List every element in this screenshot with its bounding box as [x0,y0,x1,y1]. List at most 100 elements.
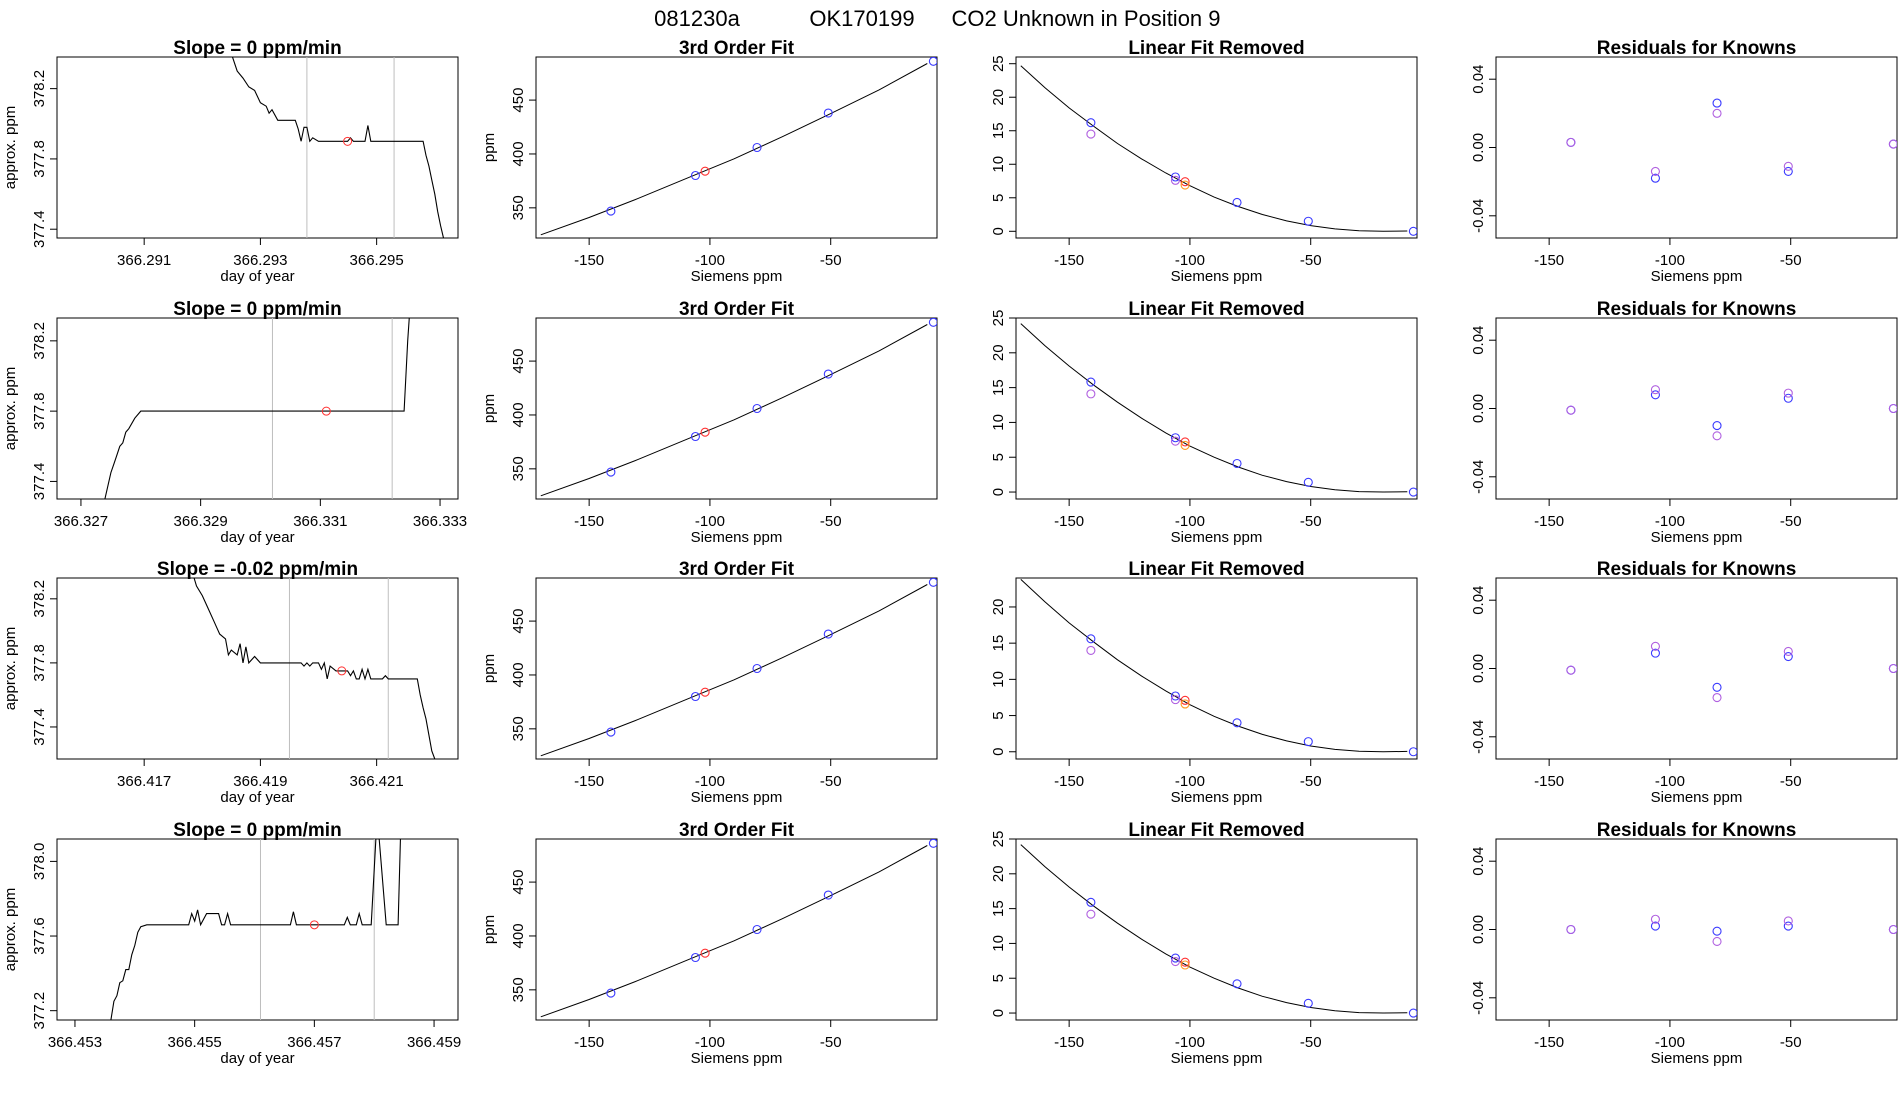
x-tick-label: 366.417 [117,773,171,790]
data-point-violet [1086,645,1096,655]
data-point-blue [1650,921,1660,931]
x-tick-label: 366.453 [48,1034,102,1051]
data-point-blue [1650,390,1660,400]
y-tick-label: 0.04 [1470,586,1487,615]
y-tick-label: 0.04 [1470,65,1487,94]
x-tick-label: 366.331 [293,513,347,530]
figure-title-run: 081230a [654,6,740,31]
x-axis-label: Siemens ppm [1651,268,1743,285]
data-point-blue [1712,926,1722,936]
y-tick-label: 20 [990,599,1007,616]
y-axis-label: ppm [481,915,498,944]
panel-title: Slope = -0.02 ppm/min [157,559,358,580]
data-point-blue [823,890,833,900]
y-tick-label: 20 [990,344,1007,361]
y-tick-label: 0.00 [1470,133,1487,162]
plot-frame [1495,317,1898,500]
plot-frame [535,577,938,760]
x-tick-label: 366.459 [407,1034,461,1051]
y-tick-label: 377.6 [31,917,48,955]
plot-area [110,839,401,1020]
x-tick-label: -50 [820,773,842,790]
x-tick-label: -150 [574,1034,604,1051]
data-point-violet [1783,646,1793,656]
fit-curve-line [540,845,928,1018]
y-tick-label: 378.2 [31,322,48,360]
panel-grid: Slope = 0 ppm/min 366.291 366.293 366.295 da… [2,38,1898,1067]
x-axis-label: Siemens ppm [1171,1050,1263,1067]
data-point-violet [1650,641,1660,651]
data-point-violet [1650,914,1660,924]
ppm-trace-line [110,839,401,1020]
y-axis-label: approx. ppm [2,106,19,189]
x-tick-label: -150 [574,513,604,530]
data-point-blue [1232,979,1242,989]
figure-title: 081230a OK170199 CO2 Unknown in Position… [654,6,1220,31]
data-point-blue [1783,393,1793,403]
data-point-violet [1086,909,1096,919]
x-tick-label: -50 [1300,1034,1322,1051]
data-point-blue [752,142,762,153]
data-point-blue [1408,226,1417,236]
y-tick-label: -0.04 [1470,460,1487,494]
figure-title-sample: OK170199 [809,6,914,31]
y-tick-label: 377.4 [31,210,48,248]
data-point-violet [1888,139,1897,149]
x-tick-label: 366.327 [54,513,108,530]
data-point-blue [1712,682,1722,692]
x-tick-label: 366.419 [233,773,287,790]
panel-title: 3rd Order Fit [679,299,795,320]
y-tick-label: 450 [510,609,527,634]
data-point-blue [1408,1008,1417,1018]
plot-frame [1015,317,1418,500]
y-tick-label: 0 [990,488,1007,496]
sample-mean-point [343,136,353,146]
y-tick-label: 350 [510,977,527,1002]
plot-area [104,318,410,499]
data-point-red [700,948,710,958]
data-point-red [700,166,710,176]
y-tick-label: 15 [990,635,1007,652]
y-axis-label: ppm [481,654,498,683]
plot-area [540,318,937,497]
x-tick-label: -150 [1054,252,1084,269]
data-point-blue [928,57,937,66]
y-tick-label: 377.8 [31,140,48,178]
x-axis-label: Siemens ppm [1651,529,1743,546]
data-point-blue [1650,648,1660,658]
x-tick-label: -50 [1780,1034,1802,1051]
data-point-red [1180,957,1190,967]
plot-area [540,57,937,236]
data-point-violet [1650,385,1660,395]
x-tick-label: -100 [1655,1034,1685,1051]
x-tick-label: -50 [1300,513,1322,530]
plot-frame [1495,838,1898,1021]
y-tick-label: 377.8 [31,644,48,682]
sample-mean-point [309,920,319,930]
plot-area [1020,323,1417,497]
plot-frame [1015,577,1418,760]
x-tick-label: 366.329 [174,513,228,530]
panel-title: Residuals for Knowns [1597,559,1797,580]
ppm-trace-line [104,318,410,499]
data-point-blue [1232,197,1242,208]
data-point-red [1180,695,1190,705]
data-point-violet [1566,137,1576,147]
y-tick-label: -0.04 [1470,720,1487,754]
panel-title: Linear Fit Removed [1128,299,1304,320]
y-tick-label: 10 [990,935,1007,952]
y-tick-label: -0.04 [1470,199,1487,233]
panel-title: 3rd Order Fit [679,559,795,580]
y-tick-label: 15 [990,900,1007,917]
data-point-violet [1170,175,1180,185]
data-point-violet [1783,916,1793,926]
chart-panel-r1-c3: Linear Fit Removed -150 -100 -50 Siemens ppm… [990,38,1418,285]
panel-title: Slope = 0 ppm/min [173,299,341,320]
y-tick-label: 5 [990,974,1007,982]
data-point-violet [1712,431,1722,441]
y-tick-label: 25 [990,55,1007,72]
data-point-red [1180,437,1190,447]
y-tick-label: 10 [990,414,1007,431]
x-axis-label: Siemens ppm [691,789,783,806]
panel-title: Linear Fit Removed [1128,38,1304,59]
